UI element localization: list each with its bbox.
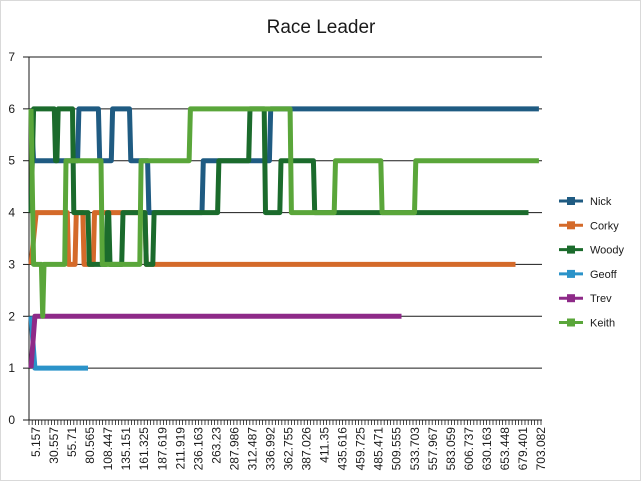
axes: 0 1 2 3 4 5 6 7 5.157 30.557 55.71 80.565 108.447 135… (8, 50, 548, 470)
x-tick-label: 187.619 (155, 427, 169, 471)
legend-marker-trev (567, 294, 575, 303)
x-tick-label: 387.026 (300, 427, 314, 471)
y-tick-label: 3 (8, 257, 15, 271)
x-tick-label: 533.703 (408, 427, 422, 471)
x-tick-label: 5.157 (29, 427, 43, 457)
x-tick-label: 679.401 (516, 427, 530, 471)
legend-label-nick: Nick (590, 196, 612, 208)
x-tick-label: 703.082 (534, 427, 548, 471)
series-lines (28, 106, 539, 371)
x-tick-label: 411.35 (318, 427, 332, 463)
y-tick-label: 4 (8, 206, 15, 220)
y-tick-label: 0 (8, 413, 15, 427)
x-tick-label: 55.71 (65, 427, 79, 457)
legend-marker-nick (567, 197, 575, 205)
x-tick-label: 485.471 (372, 427, 386, 471)
x-tick-label: 435.616 (336, 427, 350, 471)
y-tick-label: 6 (8, 102, 15, 116)
x-tick-label: 557.967 (426, 427, 440, 471)
x-tick-label: 135.151 (119, 427, 133, 471)
x-tick-label: 108.447 (101, 427, 115, 471)
series-line-geoff (28, 316, 88, 371)
x-tick-label: 263.23 (209, 427, 223, 464)
x-tick-label: 509.555 (390, 427, 404, 471)
x-tick-label: 211.919 (173, 427, 187, 470)
x-tick-label: 362.755 (282, 427, 296, 471)
x-tick-label: 161.325 (137, 427, 151, 471)
x-tick-label: 312.487 (245, 427, 259, 471)
legend-marker-geoff (567, 269, 575, 278)
x-tick-label: 653.448 (498, 427, 512, 471)
legend-label-corky: Corky (590, 220, 619, 232)
x-tick-label: 583.059 (444, 427, 458, 471)
series-line-keith (28, 106, 539, 319)
x-tick-label: 630.163 (480, 427, 494, 471)
x-tick-label: 30.557 (47, 427, 61, 464)
chart-title: Race Leader (267, 17, 376, 38)
x-tick-label: 80.565 (83, 427, 97, 464)
legend-label-woody: Woody (590, 245, 625, 257)
y-tick-label: 7 (8, 50, 15, 64)
x-tick-label: 336.992 (263, 427, 277, 471)
y-tick-label: 5 (8, 154, 15, 168)
legend-label-trev: Trev (590, 293, 612, 305)
legend-marker-woody (567, 245, 575, 254)
legend: Nick Corky Woody Geoff Trev Keith (559, 196, 625, 330)
legend-label-geoff: Geoff (590, 269, 618, 281)
legend-marker-corky (567, 221, 575, 230)
x-tick-label: 236.163 (191, 427, 205, 471)
y-tick-label: 2 (8, 309, 15, 323)
y-tick-label: 1 (8, 361, 15, 375)
series-line-woody (28, 106, 529, 267)
legend-label-keith: Keith (590, 318, 615, 330)
x-tick-label: 606.737 (462, 427, 476, 471)
legend-marker-keith (567, 318, 575, 327)
series-line-trev (28, 313, 402, 369)
x-tick-label: 287.986 (227, 427, 241, 471)
x-tick-label: 459.725 (354, 427, 368, 471)
